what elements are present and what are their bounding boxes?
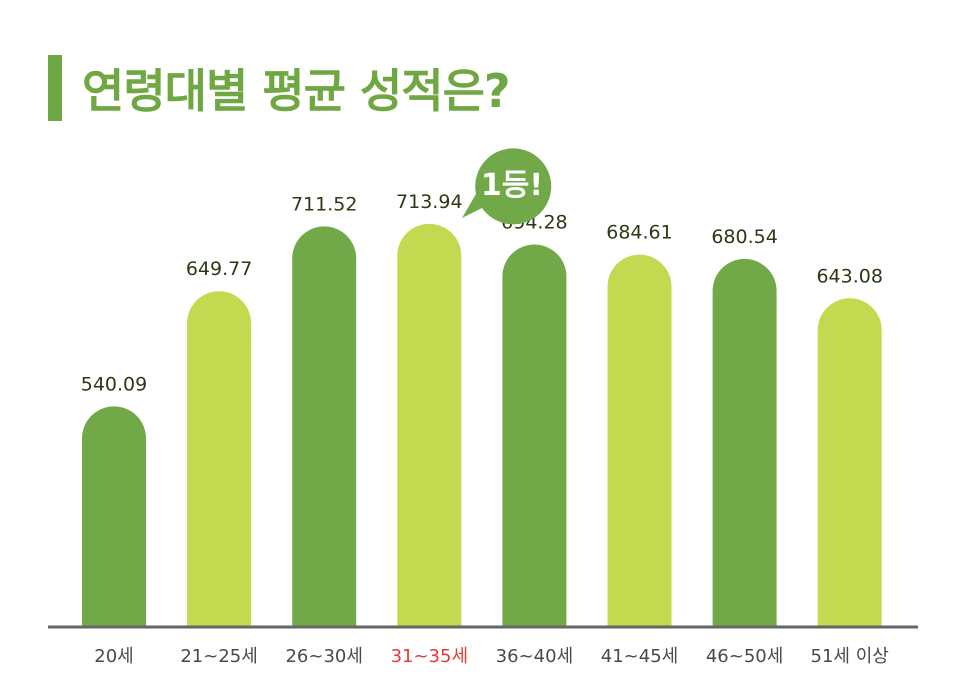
category-label: 51세 이상 bbox=[811, 646, 889, 667]
category-label: 31~35세 bbox=[391, 646, 468, 667]
title-accent-bar bbox=[48, 55, 62, 121]
title-block: 연령대별 평균 성적은? bbox=[48, 52, 511, 124]
value-label: 680.54 bbox=[711, 226, 777, 248]
category-label: 26~30세 bbox=[285, 646, 362, 667]
value-label: 684.61 bbox=[606, 222, 672, 244]
bar-20세 bbox=[82, 406, 146, 627]
bar-41~45세 bbox=[607, 254, 672, 627]
badge-bubble-shape bbox=[462, 148, 552, 225]
chart-title: 연령대별 평균 성적은? bbox=[82, 64, 511, 118]
value-label: 540.09 bbox=[81, 373, 147, 395]
value-label: 643.08 bbox=[816, 265, 882, 287]
bar-51세 이상 bbox=[817, 298, 882, 627]
first-place-badge: 1등! bbox=[462, 148, 552, 225]
category-label: 21~25세 bbox=[180, 646, 257, 667]
category-label: 46~50세 bbox=[706, 646, 783, 667]
category-label: 36~40세 bbox=[496, 646, 573, 667]
bar-26~30세 bbox=[292, 226, 357, 627]
bars-group bbox=[82, 223, 882, 627]
category-label: 41~45세 bbox=[601, 646, 678, 667]
category-labels-group: 20세 21~25세 26~30세 31~35세 36~40세 41~45세 46~50세 5… bbox=[94, 646, 889, 667]
value-label: 713.94 bbox=[396, 191, 462, 213]
bar-36~40세 bbox=[502, 244, 567, 627]
bar-31~35세 bbox=[397, 223, 462, 627]
value-label: 649.77 bbox=[186, 258, 252, 280]
bar-46~50세 bbox=[712, 258, 777, 627]
category-label: 20세 bbox=[94, 646, 133, 667]
bar-21~25세 bbox=[187, 291, 252, 627]
value-label: 711.52 bbox=[291, 193, 357, 215]
badge-label: 1등! bbox=[481, 168, 543, 203]
